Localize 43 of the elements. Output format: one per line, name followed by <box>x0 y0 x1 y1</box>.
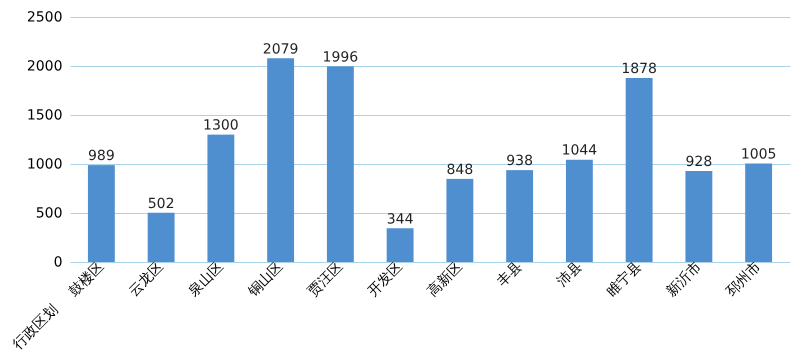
bar <box>88 165 115 262</box>
x-tick-label: 睢宁县 <box>604 258 645 300</box>
data-label: 1300 <box>203 118 239 134</box>
data-label: 1996 <box>322 49 358 66</box>
data-label: 1878 <box>621 60 657 77</box>
x-tick-label: 沛县 <box>554 258 586 290</box>
x-axis-title: 行政区划 <box>10 302 62 353</box>
bar <box>626 78 653 262</box>
bar <box>386 228 414 262</box>
data-label: 938 <box>506 153 533 170</box>
bar <box>267 58 294 262</box>
x-tick-label: 开发区 <box>364 258 406 300</box>
data-label: 1044 <box>562 142 598 159</box>
bar <box>446 178 474 262</box>
data-label: 2079 <box>262 41 298 58</box>
y-tick-label: 1500 <box>26 108 62 124</box>
x-tick-label: 鼓楼区 <box>66 258 108 300</box>
x-tick-label: 泉山区 <box>186 258 227 300</box>
data-label: 502 <box>148 196 174 212</box>
data-label: 928 <box>686 154 712 170</box>
x-tick-label: 贾汪区 <box>305 258 346 300</box>
x-tick-label: 邳州市 <box>723 258 764 300</box>
bar <box>506 170 534 262</box>
y-tick-label: 2000 <box>26 58 62 74</box>
y-tick-label: 2500 <box>26 10 62 26</box>
bar <box>326 66 354 262</box>
data-label: 848 <box>446 162 474 178</box>
data-label: 344 <box>386 211 414 228</box>
y-tick-label: 0 <box>54 254 62 270</box>
x-tick-label: 云龙区 <box>126 258 167 300</box>
y-tick-label: 500 <box>36 206 62 222</box>
x-tick-label: 新沂市 <box>664 258 705 300</box>
data-label: 989 <box>88 148 115 164</box>
bar <box>148 212 175 262</box>
data-label: 1005 <box>740 146 776 163</box>
bar <box>745 164 772 262</box>
bar <box>685 171 712 262</box>
x-tick-label: 高新区 <box>424 258 466 300</box>
bar <box>566 160 593 262</box>
x-tick-label: 丰县 <box>494 258 526 290</box>
x-tick-label: 铜山区 <box>244 258 286 301</box>
y-tick-label: 1000 <box>26 156 62 172</box>
bar <box>207 134 234 262</box>
